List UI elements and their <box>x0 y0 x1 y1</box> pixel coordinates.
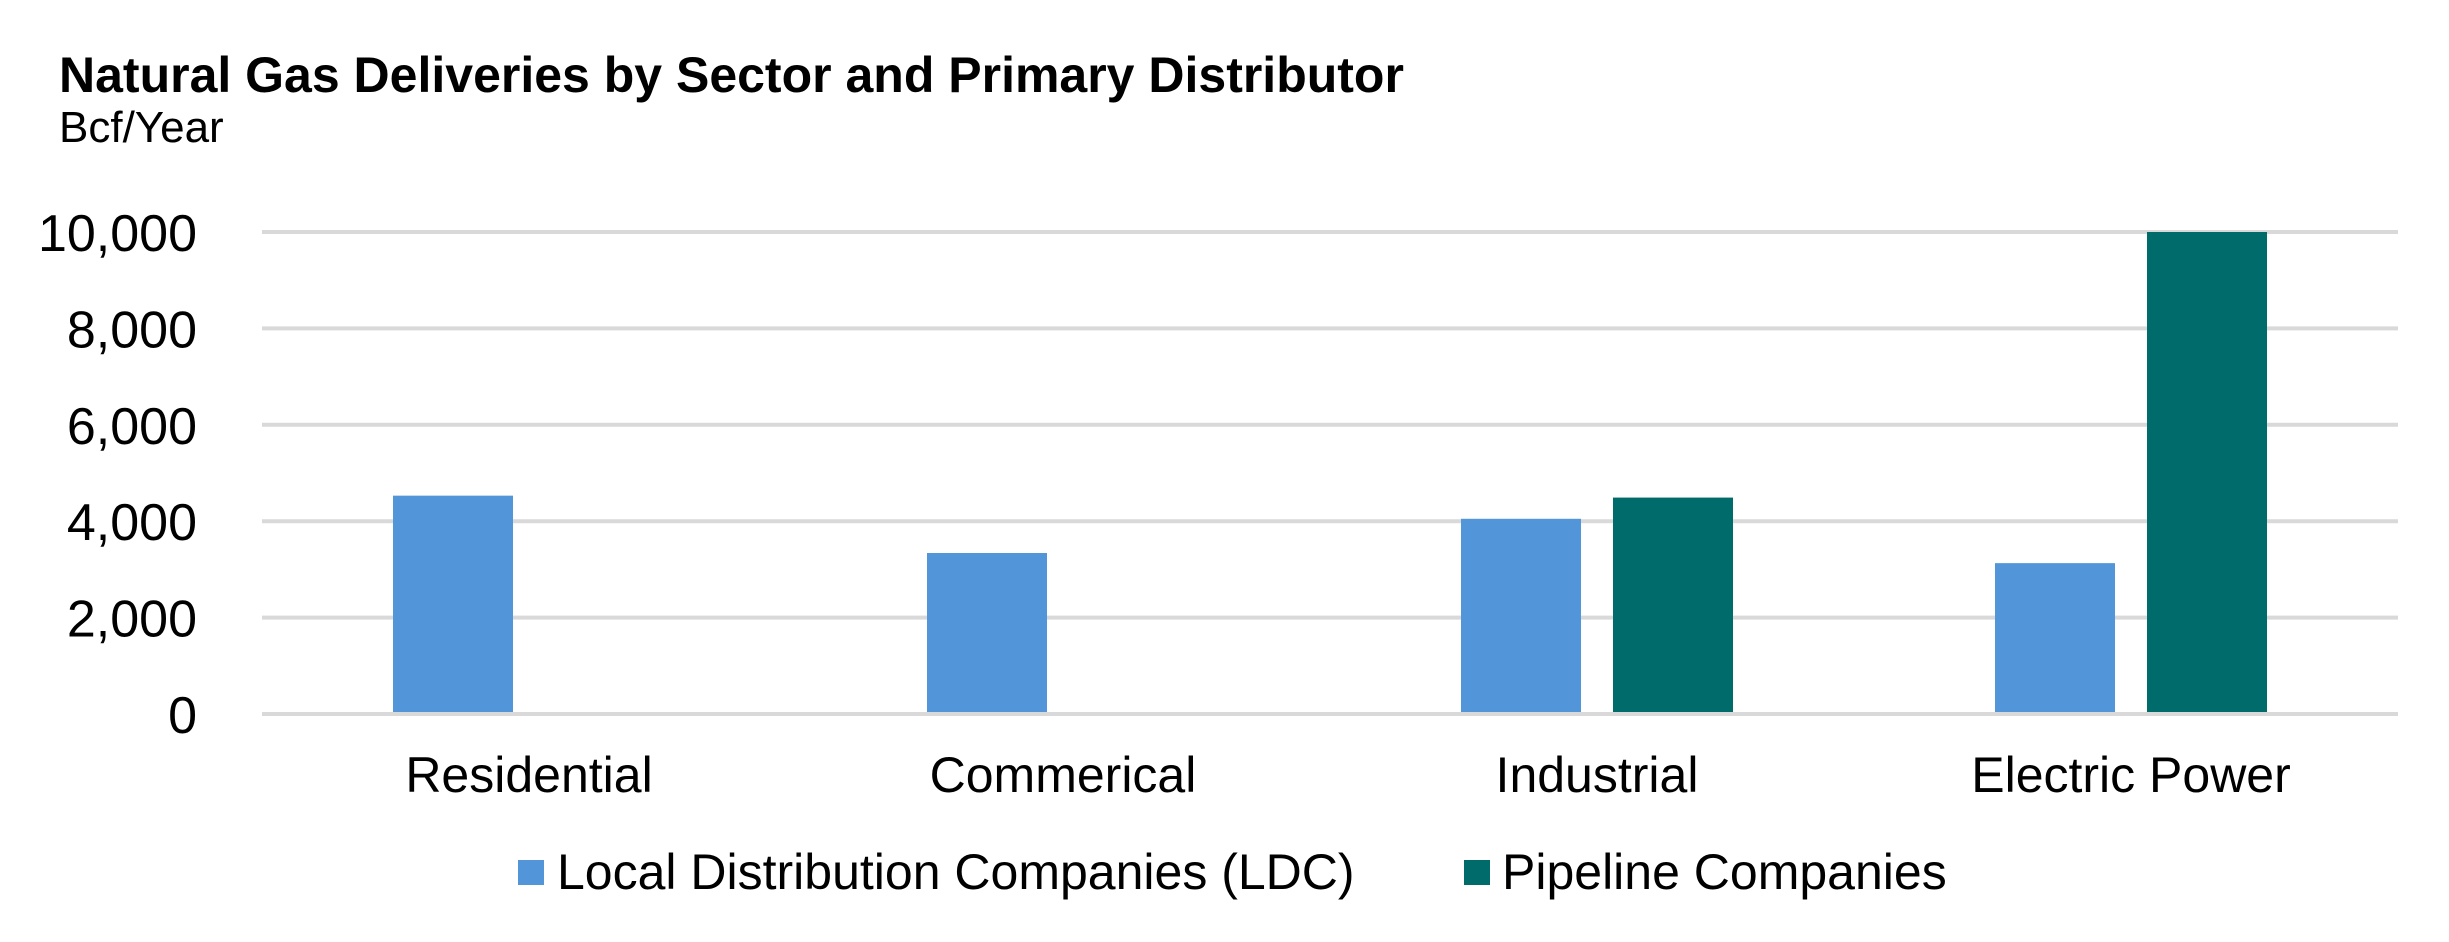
legend-label-ldc: Local Distribution Companies (LDC) <box>557 844 1355 900</box>
y-tick-label: 10,000 <box>38 205 197 263</box>
bar-ldc <box>393 495 513 712</box>
y-tick-label: 8,000 <box>67 301 197 359</box>
bar-ldc <box>927 553 1047 712</box>
x-category-label: Electric Power <box>1971 747 2291 803</box>
legend-swatch-ldc <box>518 860 544 885</box>
y-tick-label: 4,000 <box>67 494 197 552</box>
y-tick-label: 2,000 <box>67 591 197 649</box>
gridlines <box>262 230 2398 716</box>
y-tick-label: 0 <box>168 687 197 745</box>
chart-subtitle: Bcf/Year <box>59 103 224 152</box>
y-axis-ticks: 0 2,000 4,000 6,000 8,000 10,000 <box>38 205 197 745</box>
x-axis-labels: Residential Commerical Industrial Electric … <box>405 747 2290 803</box>
legend: Local Distribution Companies (LDC) Pipel… <box>518 844 1947 900</box>
x-category-label: Industrial <box>1496 747 1699 803</box>
legend-label-pipeline: Pipeline Companies <box>1502 844 1947 900</box>
bar-pipeline <box>1613 497 1733 712</box>
bar-ldc <box>1461 518 1581 712</box>
x-category-label: Residential <box>405 747 652 803</box>
y-tick-label: 6,000 <box>67 398 197 456</box>
bar-ldc <box>1995 563 2115 712</box>
bars <box>393 232 2267 712</box>
x-category-label: Commerical <box>930 747 1197 803</box>
chart-title: Natural Gas Deliveries by Sector and Pri… <box>59 47 1404 103</box>
legend-swatch-pipeline <box>1464 860 1490 885</box>
bar-pipeline <box>2147 232 2267 712</box>
